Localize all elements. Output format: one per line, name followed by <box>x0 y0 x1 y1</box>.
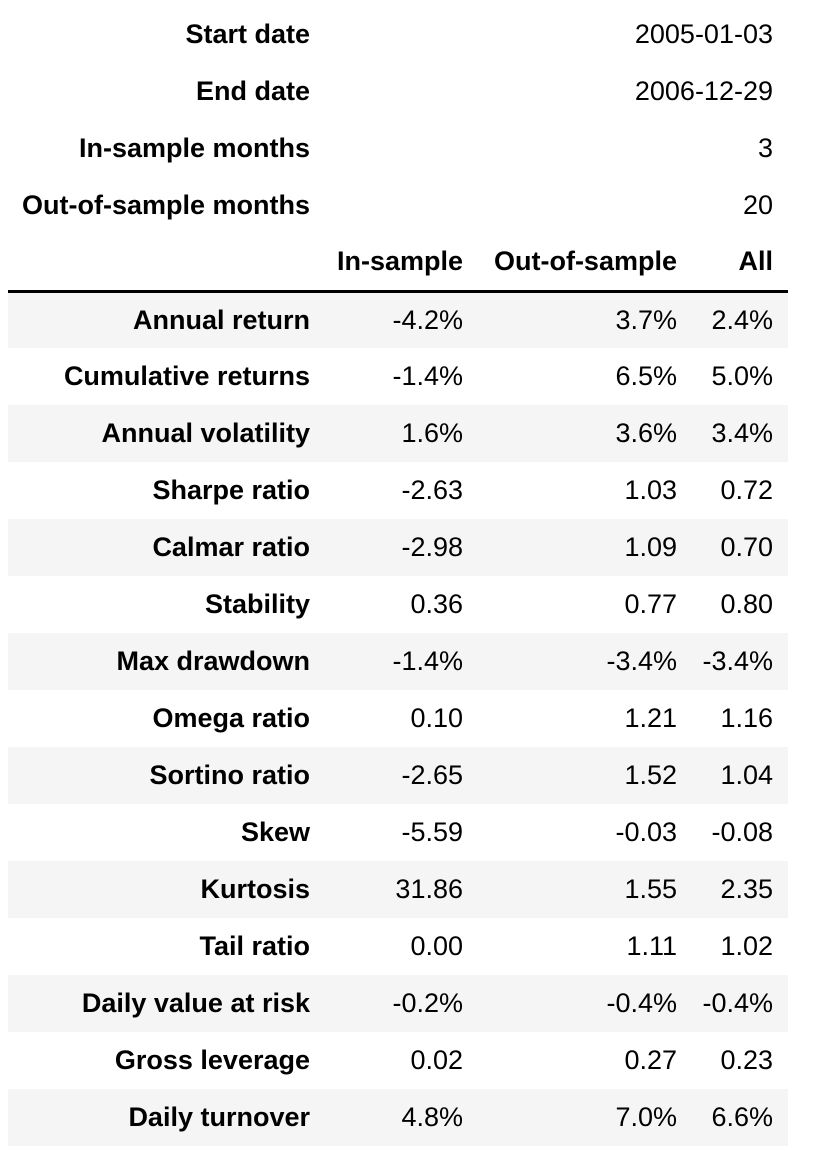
stats-header: In-sample Out-of-sample All <box>8 234 788 293</box>
cell-in-sample: 1.6% <box>401 418 463 448</box>
row-label: Sharpe ratio <box>152 475 310 505</box>
cell-in-sample: 0.36 <box>410 589 463 619</box>
stats-body: Annual return -4.2% 3.7% 2.4% Cumulative… <box>8 291 788 1146</box>
column-header-blank <box>8 234 325 293</box>
cell-out-of-sample: 1.21 <box>624 703 677 733</box>
table-row: Calmar ratio -2.98 1.09 0.70 <box>8 519 788 576</box>
cell-all: 1.16 <box>720 703 773 733</box>
row-label: Gross leverage <box>114 1045 310 1075</box>
summary-row-label: In-sample months <box>78 133 310 163</box>
row-label: Sortino ratio <box>149 760 311 790</box>
summary-row: Out-of-sample months 20 <box>8 177 788 234</box>
table-row: Gross leverage 0.02 0.27 0.23 <box>8 1032 788 1089</box>
cell-all: 6.6% <box>711 1102 773 1132</box>
summary-row-value: 2006-12-29 <box>634 76 773 106</box>
cell-all: 1.02 <box>720 931 773 961</box>
cell-out-of-sample: 3.7% <box>615 304 677 335</box>
row-label: Kurtosis <box>200 874 310 904</box>
table-row: Omega ratio 0.10 1.21 1.16 <box>8 690 788 747</box>
table-row: Max drawdown -1.4% -3.4% -3.4% <box>8 633 788 690</box>
summary-row: In-sample months 3 <box>8 120 788 177</box>
summary-table: Start date 2005-01-03 End date 2006-12-2… <box>8 6 788 234</box>
cell-in-sample: 0.10 <box>410 703 463 733</box>
table-row: Daily turnover 4.8% 7.0% 6.6% <box>8 1089 788 1146</box>
cell-all: 3.4% <box>711 418 773 448</box>
row-label: Tail ratio <box>199 931 310 961</box>
row-label: Calmar ratio <box>152 532 310 562</box>
row-label: Stability <box>204 589 310 619</box>
cell-in-sample: 31.86 <box>395 874 463 904</box>
cell-out-of-sample: -0.03 <box>615 817 677 847</box>
summary-body: Start date 2005-01-03 End date 2006-12-2… <box>8 6 788 234</box>
row-label: Daily value at risk <box>81 988 310 1018</box>
cell-all: 0.23 <box>720 1045 773 1075</box>
row-label: Skew <box>240 817 310 847</box>
row-label: Daily turnover <box>128 1102 310 1132</box>
cell-in-sample: 0.02 <box>410 1045 463 1075</box>
row-label: Annual return <box>132 304 310 335</box>
table-row: Sortino ratio -2.65 1.52 1.04 <box>8 747 788 804</box>
row-label: Max drawdown <box>116 646 310 676</box>
cell-out-of-sample: 1.09 <box>624 532 677 562</box>
cell-out-of-sample: 6.5% <box>615 361 677 391</box>
row-label: Annual volatility <box>101 418 310 448</box>
cell-all: 2.35 <box>720 874 773 904</box>
summary-row-value: 3 <box>757 133 773 163</box>
cell-in-sample: -2.98 <box>401 532 463 562</box>
summary-row-value: 20 <box>742 190 773 220</box>
table-row: Kurtosis 31.86 1.55 2.35 <box>8 861 788 918</box>
cell-out-of-sample: 1.55 <box>624 874 677 904</box>
cell-in-sample: -1.4% <box>392 361 463 391</box>
row-label: Omega ratio <box>152 703 310 733</box>
cell-in-sample: -4.2% <box>392 304 463 335</box>
table-row: Tail ratio 0.00 1.11 1.02 <box>8 918 788 975</box>
cell-out-of-sample: 1.52 <box>624 760 677 790</box>
table-row: Annual volatility 1.6% 3.6% 3.4% <box>8 405 788 462</box>
cell-out-of-sample: 0.77 <box>624 589 677 619</box>
cell-in-sample: 4.8% <box>401 1102 463 1132</box>
column-header-all: All <box>692 234 788 293</box>
cell-in-sample: -2.65 <box>401 760 463 790</box>
table-row: Daily value at risk -0.2% -0.4% -0.4% <box>8 975 788 1032</box>
perf-stats-table: In-sample Out-of-sample All Annual retur… <box>8 234 788 1146</box>
cell-all: 0.80 <box>720 589 773 619</box>
table-row: Skew -5.59 -0.03 -0.08 <box>8 804 788 861</box>
cell-out-of-sample: 1.11 <box>626 931 677 961</box>
table-row: Stability 0.36 0.77 0.80 <box>8 576 788 633</box>
cell-out-of-sample: 0.27 <box>624 1045 677 1075</box>
summary-row-label: Start date <box>185 19 310 49</box>
column-header-in-sample: In-sample <box>325 234 478 293</box>
cell-out-of-sample: 3.6% <box>615 418 677 448</box>
stats-header-row: In-sample Out-of-sample All <box>8 234 788 293</box>
cell-in-sample: -5.59 <box>401 817 463 847</box>
cell-all: -0.08 <box>711 817 773 847</box>
table-row: Cumulative returns -1.4% 6.5% 5.0% <box>8 348 788 405</box>
cell-in-sample: -1.4% <box>392 646 463 676</box>
cell-all: 5.0% <box>711 361 773 391</box>
summary-row-value: 2005-01-03 <box>634 19 773 49</box>
summary-row-label: End date <box>195 76 310 106</box>
row-label: Cumulative returns <box>63 361 310 391</box>
table-row: Annual return -4.2% 3.7% 2.4% <box>8 291 788 348</box>
summary-row: Start date 2005-01-03 <box>8 6 788 63</box>
cell-out-of-sample: -0.4% <box>606 988 677 1018</box>
table-row: Sharpe ratio -2.63 1.03 0.72 <box>8 462 788 519</box>
cell-out-of-sample: 1.03 <box>624 475 677 505</box>
cell-out-of-sample: 7.0% <box>615 1102 677 1132</box>
cell-in-sample: -2.63 <box>401 475 463 505</box>
cell-in-sample: -0.2% <box>392 988 463 1018</box>
summary-row-label: Out-of-sample months <box>22 190 310 220</box>
column-header-out-of-sample: Out-of-sample <box>478 234 692 293</box>
cell-all: 2.4% <box>711 304 773 335</box>
cell-all: 1.04 <box>720 760 773 790</box>
cell-all: -3.4% <box>702 646 773 676</box>
cell-all: 0.70 <box>720 532 773 562</box>
cell-out-of-sample: -3.4% <box>606 646 677 676</box>
cell-all: -0.4% <box>702 988 773 1018</box>
summary-row: End date 2006-12-29 <box>8 63 788 120</box>
cell-in-sample: 0.00 <box>410 931 463 961</box>
cell-all: 0.72 <box>720 475 773 505</box>
